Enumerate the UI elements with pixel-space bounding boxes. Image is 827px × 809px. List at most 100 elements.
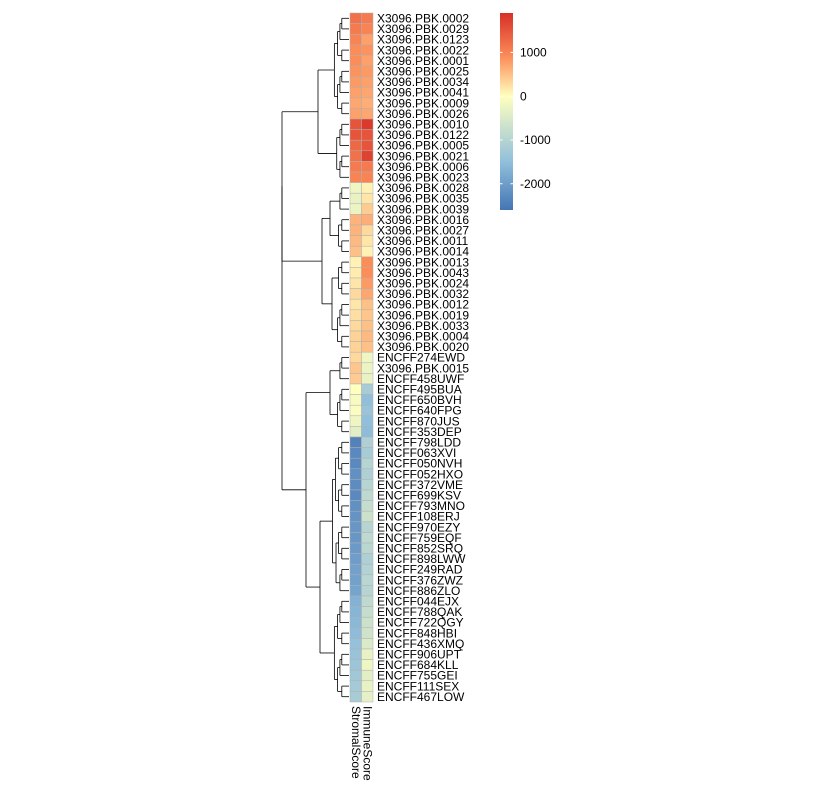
row-label: ENCFF372VME (377, 478, 463, 492)
row-label: X3096.PBK.0015 (377, 361, 469, 375)
heatmap-cell (361, 627, 374, 639)
heatmap-cell (361, 394, 374, 406)
heatmap-cell (361, 489, 374, 501)
heatmap-cell (349, 510, 362, 523)
heatmap-cell (349, 44, 362, 56)
row-label: ENCFF376ZWZ (377, 573, 463, 587)
heatmap-cell (361, 150, 374, 162)
heatmap-cell (361, 267, 374, 279)
heatmap-cell (349, 33, 362, 46)
heatmap-cell (349, 23, 362, 35)
legend-tick-label: 1000 (520, 46, 547, 60)
heatmap-cell (361, 235, 374, 247)
heatmap-cell (361, 341, 374, 353)
heatmap-cell (349, 12, 362, 24)
heatmap-cell (349, 203, 362, 215)
color-legend: 1000 0 -1000 -2000 (500, 13, 551, 210)
legend-tick-label: -1000 (520, 133, 551, 147)
heatmap-cell (361, 33, 374, 46)
heatmap-cell (361, 330, 374, 342)
heatmap-cell (349, 309, 362, 321)
heatmap-cell (349, 171, 362, 183)
heatmap-cell (349, 489, 362, 501)
row-label: X3096.PBK.0004 (377, 330, 469, 344)
row-label: X3096.PBK.0032 (377, 287, 469, 301)
heatmap-cell (349, 669, 362, 682)
heatmap-cell (361, 362, 374, 374)
heatmap-cell (349, 595, 362, 607)
heatmap-cell (361, 139, 374, 152)
row-label: X3096.PBK.0010 (377, 118, 469, 132)
row-label: ENCFF436XMQ (377, 637, 464, 651)
row-label: X3096.PBK.0020 (377, 340, 469, 354)
heatmap-cell (361, 44, 374, 56)
heatmap-cell (349, 139, 362, 152)
heatmap-cell (349, 500, 362, 512)
column-label: StromalScore (349, 706, 363, 779)
heatmap-cell (349, 436, 362, 448)
row-label: X3096.PBK.0027 (377, 224, 469, 238)
row-label: X3096.PBK.0029 (377, 22, 469, 36)
row-label: X3096.PBK.0011 (377, 234, 469, 248)
row-label: ENCFF495BUA (377, 383, 462, 397)
heatmap-cell (361, 542, 374, 554)
heatmap-cell (349, 415, 362, 427)
heatmap-cell (349, 76, 362, 88)
heatmap-cell (349, 691, 362, 703)
row-label: ENCFF050NVH (377, 457, 462, 471)
heatmap-cell (361, 245, 374, 258)
heatmap-cell (361, 65, 374, 77)
heatmap-cell (361, 203, 374, 215)
heatmap-cell (361, 648, 374, 660)
heatmap-cell (361, 182, 374, 194)
heatmap-cell (349, 108, 362, 120)
row-label: X3096.PBK.0041 (377, 86, 469, 100)
row-label: X3096.PBK.0025 (377, 65, 469, 79)
heatmap-cell (349, 277, 362, 289)
heatmap-cell (361, 298, 374, 311)
heatmap-cell (361, 521, 374, 533)
row-label: ENCFF063XVI (377, 446, 456, 460)
heatmap-cell (349, 383, 362, 395)
heatmap-cell (361, 351, 374, 364)
heatmap-cell (349, 394, 362, 406)
heatmap-cell (361, 97, 374, 109)
row-label: X3096.PBK.0006 (377, 160, 469, 174)
heatmap-cell (361, 118, 374, 130)
heatmap-cell (361, 12, 374, 24)
row-label: X3096.PBK.0122 (377, 128, 469, 142)
row-label: ENCFF852SRQ (377, 542, 463, 556)
heatmap-cell (349, 118, 362, 130)
heatmap-cell (349, 330, 362, 342)
heatmap-cell (349, 351, 362, 364)
heatmap-cell (361, 383, 374, 395)
heatmap-cell (349, 404, 362, 417)
heatmap-cell (349, 341, 362, 353)
heatmap-cell (349, 267, 362, 279)
heatmap-cell (361, 691, 374, 703)
heatmap-cell (361, 108, 374, 120)
row-label: X3096.PBK.0123 (377, 33, 469, 47)
heatmap-cells (349, 12, 374, 703)
row-label: ENCFF906UPT (377, 648, 462, 662)
row-label: X3096.PBK.0013 (377, 255, 469, 269)
heatmap-cell (349, 373, 362, 385)
heatmap-cell (349, 161, 362, 173)
heatmap-cell (349, 616, 362, 629)
legend-tick-label: -2000 (520, 177, 551, 191)
row-label: X3096.PBK.0043 (377, 266, 469, 280)
heatmap-cell (361, 606, 374, 618)
heatmap-cell (349, 288, 362, 300)
heatmap-cell (361, 574, 374, 586)
heatmap-cell (361, 76, 374, 88)
row-label: ENCFF640FPG (377, 404, 462, 418)
heatmap-cell (349, 447, 362, 459)
row-label: X3096.PBK.0016 (377, 213, 469, 227)
row-label: ENCFF788QAK (377, 605, 462, 619)
heatmap-cell (349, 648, 362, 660)
row-label: ENCFF458UWF (377, 372, 464, 386)
heatmap-cell (349, 521, 362, 533)
heatmap-cell (361, 277, 374, 289)
